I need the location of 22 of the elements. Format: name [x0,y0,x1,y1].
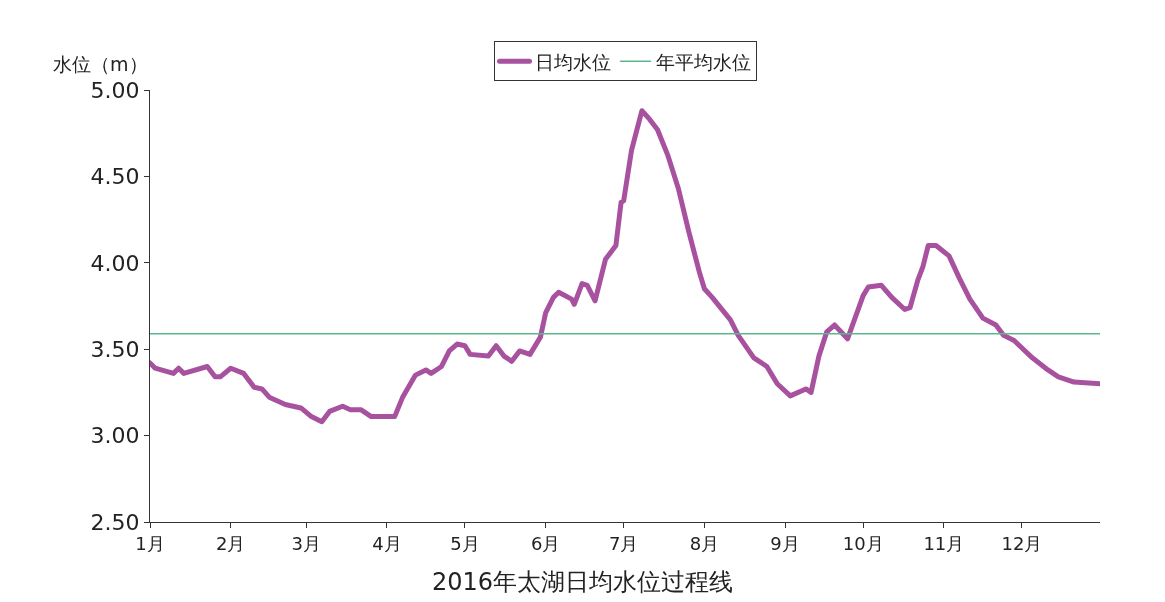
x-tick-label: 6月 [530,532,561,554]
x-tick-label: 4月 [372,532,402,554]
x-tick-label: 2月 [215,532,246,554]
legend-label: 年平均水位 [655,50,751,73]
x-tick-label: 3月 [291,532,321,554]
text: 2016年太湖日均水位过程线 [431,567,734,596]
legend-label: 日均水位 [534,50,611,73]
y-tick-label: 3.50 [90,336,140,362]
x-tick-label: 11月 [923,532,965,554]
x-tick-label: 1月 [135,532,165,554]
x-tick-label: 10月 [842,532,884,554]
y-tick-label: 4.00 [90,250,140,276]
y-tick-label: 2.50 [90,509,140,535]
y-tick-label: 3.00 [90,423,140,449]
x-tick-label: 8月 [689,532,720,554]
x-tick-label: 7月 [608,532,639,554]
y-tick-label: 4.50 [90,164,140,190]
x-tick-label: 5月 [450,532,480,554]
y-tick-label: 5.00 [90,77,140,103]
y-axis-title: 水位（m） [53,53,148,75]
x-tick-label: 12月 [1001,532,1043,554]
x-tick-label: 9月 [770,532,800,554]
